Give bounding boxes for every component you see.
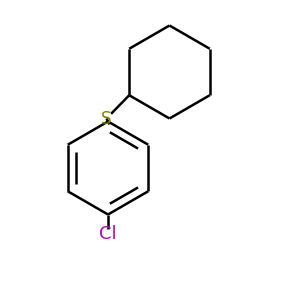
Text: S: S [101, 110, 112, 128]
Text: Cl: Cl [99, 225, 117, 243]
